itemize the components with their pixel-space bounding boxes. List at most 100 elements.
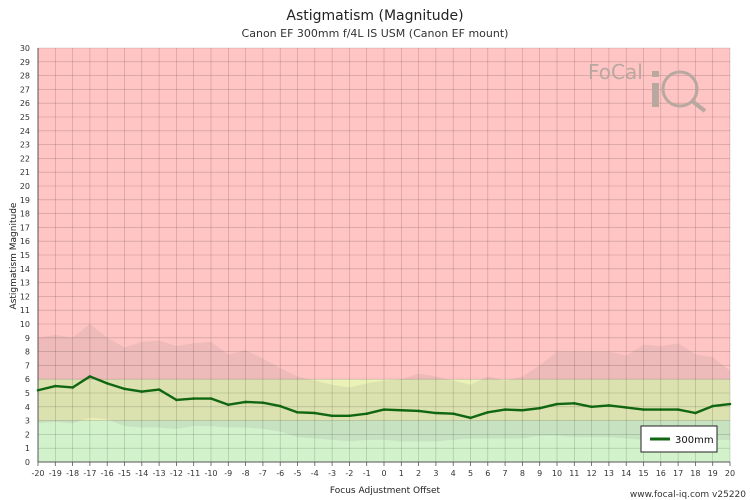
x-tick-label: -18 (66, 469, 79, 478)
grid (37, 47, 731, 463)
x-tick-label: 11 (569, 469, 579, 478)
x-tick-label: -2 (345, 469, 353, 478)
x-tick-label: 14 (621, 469, 631, 478)
x-tick-label: 18 (690, 469, 700, 478)
y-tick-label: 10 (20, 320, 30, 329)
x-tick-label: -14 (135, 469, 148, 478)
data-point (382, 408, 386, 411)
data-point (486, 411, 490, 414)
zone-2 (38, 48, 730, 380)
x-tick-label: -12 (170, 469, 183, 478)
legend-label: 300mm (675, 435, 714, 446)
data-point (417, 409, 420, 413)
zone-1 (38, 379, 730, 421)
y-tick-label: 3 (25, 417, 30, 426)
y-tick-label: 13 (20, 279, 30, 288)
y-tick-label: 6 (25, 375, 30, 384)
x-tick-label: -11 (187, 469, 200, 478)
data-point (261, 401, 265, 404)
x-tick-label: 17 (673, 469, 683, 478)
data-point (296, 411, 299, 414)
x-tick-label: 5 (468, 469, 473, 478)
y-tick-label: 9 (25, 334, 30, 343)
focal-iq-logo: FoCal (588, 60, 707, 113)
data-point (227, 403, 230, 407)
data-point (105, 382, 109, 385)
data-point (36, 388, 40, 392)
logo-i-stem (652, 83, 659, 107)
plot-zones (38, 48, 730, 462)
data-point (140, 390, 144, 393)
data-point (123, 387, 126, 391)
footer-text: www.focal-iq.com v25220 (630, 490, 746, 500)
y-tick-label: 17 (20, 223, 30, 232)
data-point (469, 416, 472, 420)
y-tick-label: 20 (20, 182, 30, 191)
data-point (71, 386, 74, 389)
x-tick-label: 4 (451, 469, 456, 478)
x-axis-label: Focus Adjustment Offset (330, 486, 441, 496)
data-point (676, 408, 680, 411)
data-point (642, 408, 645, 411)
data-point (313, 411, 317, 415)
y-tick-label: 26 (20, 99, 30, 108)
data-point (728, 402, 732, 406)
x-tick-label: 8 (520, 469, 525, 478)
data-point (434, 411, 438, 415)
x-tick-label: -16 (101, 469, 114, 478)
data-point (711, 404, 714, 408)
logo-magnifier-handle (690, 99, 707, 113)
chart-subtitle: Canon EF 300mm f/4L IS USM (Canon EF mou… (242, 27, 509, 40)
x-tick-label: -1 (363, 469, 371, 478)
y-tick-label: 4 (25, 403, 30, 412)
y-tick-label: 27 (20, 85, 30, 94)
data-point (54, 384, 57, 388)
y-tick-label: 0 (25, 458, 30, 467)
data-point (192, 397, 195, 400)
chart-title: Astigmatism (Magnitude) (286, 8, 463, 24)
y-tick-label: 28 (20, 72, 30, 81)
legend[interactable]: 300mm (640, 425, 718, 453)
sample-range-bands (38, 324, 730, 442)
data-point (694, 411, 697, 415)
x-tick-label: -8 (242, 469, 250, 478)
data-point (573, 402, 576, 405)
tick-labels: 0123456789101112131415161718192021222324… (20, 44, 735, 478)
y-tick-label: 25 (20, 113, 30, 122)
x-tick-label: -20 (31, 469, 44, 478)
y-tick-label: 14 (20, 265, 30, 274)
y-tick-label: 18 (20, 210, 30, 219)
x-tick-label: 13 (604, 469, 614, 478)
y-tick-label: 16 (20, 237, 30, 246)
x-tick-label: -5 (294, 469, 302, 478)
x-tick-label: -15 (118, 469, 131, 478)
x-tick-label: -4 (311, 469, 319, 478)
y-axis-label: Astigmatism Magnitude (9, 202, 19, 309)
x-tick-label: 6 (485, 469, 490, 478)
x-tick-label: 9 (537, 469, 542, 478)
y-tick-label: 21 (20, 168, 30, 177)
x-tick-label: 0 (381, 469, 386, 478)
data-point (175, 398, 178, 402)
x-tick-label: 7 (503, 469, 508, 478)
y-tick-label: 7 (25, 361, 30, 370)
x-tick-label: -9 (224, 469, 232, 478)
x-tick-label: -6 (276, 469, 284, 478)
x-tick-label: -3 (328, 469, 336, 478)
x-tick-label: 10 (552, 469, 562, 478)
data-point (607, 404, 611, 407)
y-tick-label: 30 (20, 44, 30, 53)
logo-text-foc: FoCal (588, 60, 643, 84)
data-point (521, 408, 524, 412)
data-point (659, 408, 663, 411)
data-point (330, 414, 334, 418)
x-tick-label: 19 (708, 469, 718, 478)
x-tick-label: 20 (725, 469, 735, 478)
y-tick-label: 8 (25, 348, 30, 357)
points-layer (36, 375, 732, 420)
range-band (38, 324, 730, 442)
x-tick-label: 2 (416, 469, 421, 478)
legend-box (640, 425, 718, 453)
y-tick-label: 5 (25, 389, 30, 398)
